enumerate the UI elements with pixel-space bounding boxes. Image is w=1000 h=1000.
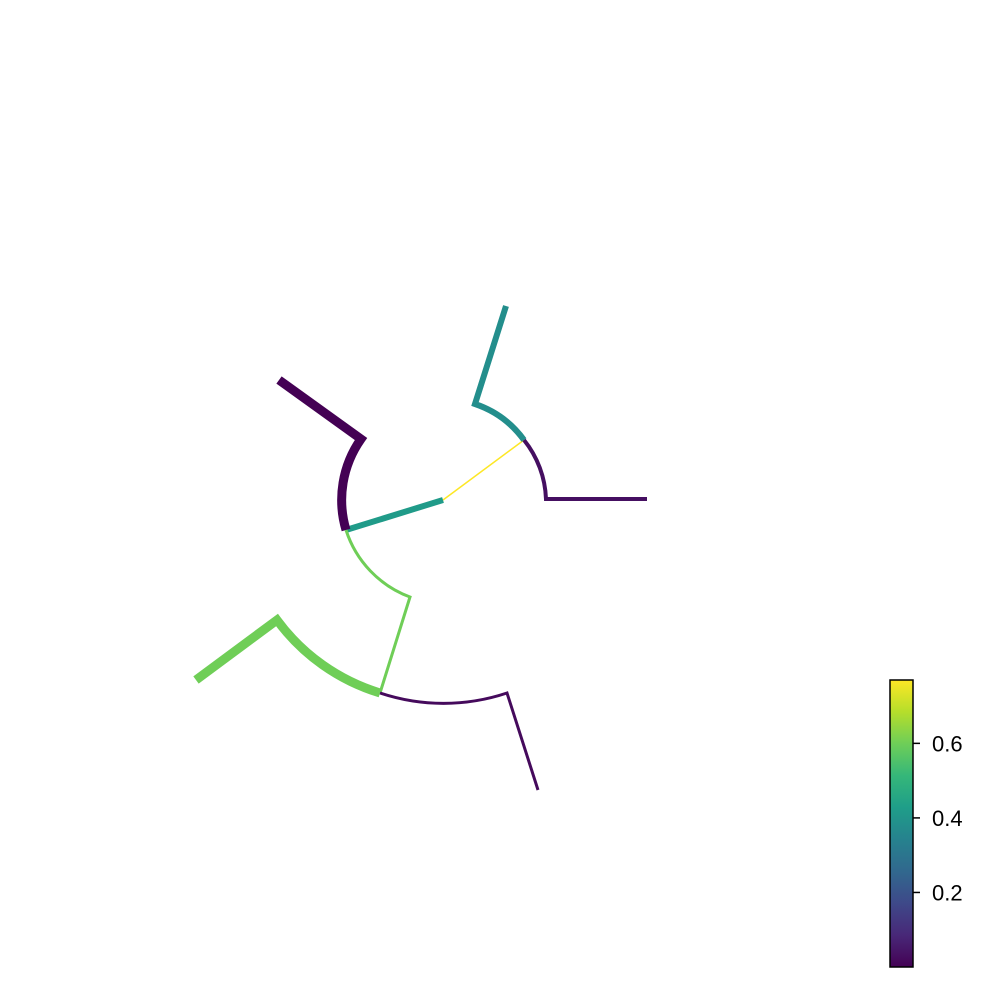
- branch-root: [442, 439, 525, 501]
- tree: [193, 305, 647, 791]
- branch-lower-right-tip: [379, 691, 540, 791]
- branch-right-tip: [522, 438, 647, 501]
- branch-top-tip: [471, 305, 527, 442]
- branch-lower-clade-stem: [344, 529, 412, 694]
- colorbar-ticks: 0.2 0.4 0.6: [913, 731, 963, 905]
- branch-lower-left-tip: [193, 613, 382, 698]
- colorbar-tick-label: 0.6: [932, 731, 963, 756]
- colorbar-tick-label: 0.4: [932, 806, 963, 831]
- colorbar: 0.2 0.4 0.6: [889, 679, 963, 968]
- branch-upper-left-clade-stem: [345, 497, 444, 533]
- colorbar-gradient: [889, 679, 914, 968]
- branch-upper-left-tip: [276, 376, 368, 532]
- colorbar-tick-label: 0.2: [932, 880, 963, 905]
